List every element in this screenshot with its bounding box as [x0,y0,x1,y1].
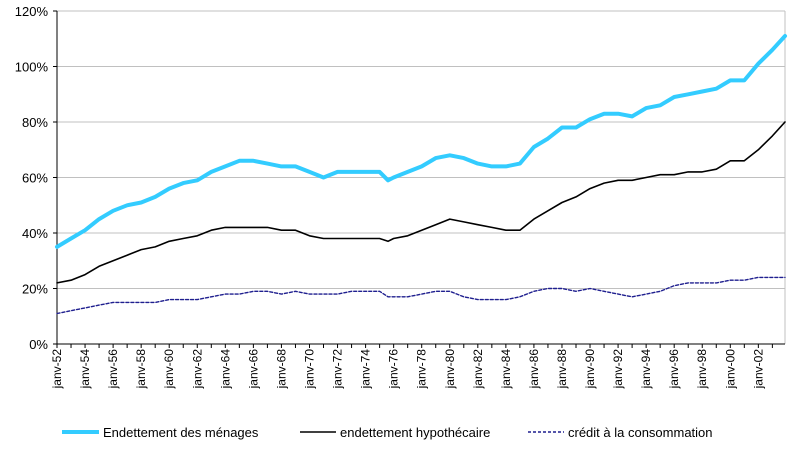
series-lines [55,34,787,315]
x-tick-label: janv-00 [723,349,737,390]
x-tick-labels: janv-52 janv-54 janv-56 janv-58 janv-60 janv-… [50,349,765,390]
y-tick-label: 60% [22,171,48,186]
y-tick-label: 40% [22,226,48,241]
x-tick-label: janv-64 [218,349,232,390]
x-tick-label: janv-58 [134,349,148,390]
x-tick-label: janv-76 [387,349,401,390]
x-tick-label: janv-80 [443,349,457,390]
x-tick-label: janv-92 [611,349,625,390]
y-tick-label: 100% [15,60,49,75]
x-tick-label: janv-96 [667,349,681,390]
x-tick-label: janv-56 [106,349,120,390]
x-tick-label: janv-88 [555,349,569,390]
y-tick-labels: 0% 20% 40% 60% 80% 100% 120% [15,4,49,352]
x-tick-label: janv-02 [751,349,765,390]
x-tick-label: janv-72 [331,349,345,390]
x-tick-label: janv-98 [695,349,709,390]
x-tick-label: janv-82 [471,349,485,390]
series-line-2 [56,121,786,284]
legend-label-1: Endettement des ménages [103,425,259,440]
axes [53,10,785,348]
legend: Endettement des ménages endettement hypot… [62,425,713,440]
series-line-1 [55,34,787,249]
x-tick-label: janv-90 [583,349,597,390]
x-tick-label: janv-54 [78,349,92,390]
y-tick-label: 20% [22,282,48,297]
legend-label-2: endettement hypothécaire [340,425,490,440]
x-tick-label: janv-78 [415,349,429,390]
y-tick-label: 0% [29,337,48,352]
series-line-3 [56,276,786,315]
y-tick-label: 120% [15,4,49,19]
y-tick-label: 80% [22,115,48,130]
x-tick-label: janv-74 [359,349,373,390]
x-tick-label: janv-70 [302,349,316,390]
x-tick-label: janv-86 [527,349,541,390]
x-tick-label: janv-60 [162,349,176,390]
x-tick-label: janv-84 [499,349,513,390]
legend-label-3: crédit à la consommation [568,425,713,440]
x-tick-label: janv-66 [246,349,260,390]
gridlines [57,10,786,344]
x-tick-label: janv-62 [190,349,204,390]
x-tick-label: janv-94 [639,349,653,390]
x-tick-label: janv-68 [274,349,288,390]
x-tick-label: janv-52 [50,349,64,390]
